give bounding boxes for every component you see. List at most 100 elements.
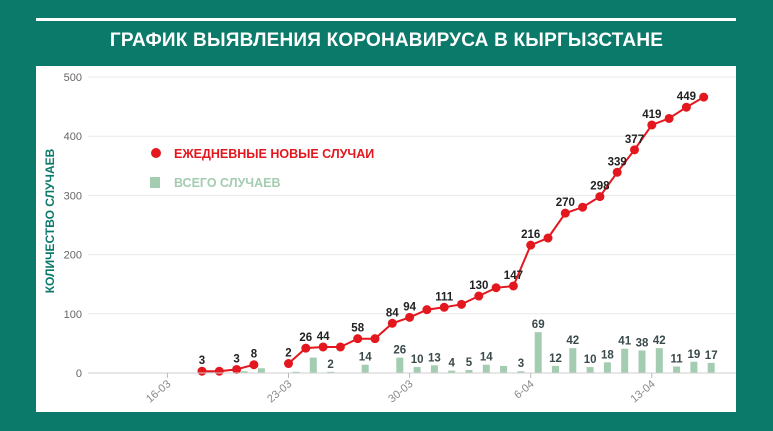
bar-data-label: 14 [359,352,372,364]
line-point [318,342,328,352]
bar [517,371,525,373]
line-point [595,192,605,202]
x-tick-label: 23-03 [265,378,294,405]
y-tick-label: 0 [76,368,82,380]
line-point [249,360,259,370]
bar-data-label: 3 [518,358,524,370]
bar-data-label: 19 [688,349,701,361]
line-data-label: 8 [251,349,258,361]
bar-data-label: 38 [636,338,649,350]
line-data-label: 2 [285,348,291,360]
line-data-label: 147 [504,270,523,282]
line-data-label: 58 [351,323,364,335]
bar-data-label: 13 [428,352,441,364]
line-data-label: 449 [677,91,696,103]
y-tick-label: 100 [64,309,82,321]
line-point [214,366,224,376]
line-point [526,240,536,250]
title-rule [36,18,736,21]
line-data-label: 419 [642,109,661,121]
bar-data-label: 42 [653,335,666,347]
bar [707,362,715,373]
gridlines [88,76,736,374]
bar [621,348,629,373]
chart-title: ГРАФИК ВЫЯВЛЕНИЯ КОРОНАВИРУСА В КЫРГЫЗСТ… [109,30,664,51]
bar-series [206,332,715,373]
line-data-label: 84 [386,307,399,319]
line-point [681,102,691,112]
bar [603,362,611,373]
bar-data-label: 26 [393,345,406,357]
line-data-label: 94 [403,301,416,313]
bar [430,365,438,373]
bar-data-label: 14 [480,352,493,364]
bar-data-label: 12 [549,353,562,365]
line-data-label: 44 [317,331,330,343]
line-data-label: 270 [556,197,575,209]
line-point [439,302,449,312]
line-point [353,334,363,344]
bar [257,368,265,373]
line-data-label: 377 [625,134,644,146]
y-tick-label: 300 [64,190,82,202]
line-point [543,233,553,243]
bar-data-label: 10 [411,354,424,366]
bar [690,361,698,373]
y-tick-label: 400 [64,131,82,143]
line-point [370,334,380,344]
bar [396,357,404,373]
bar [413,367,421,373]
line-point [284,359,293,369]
line-point [508,281,518,291]
line-point [612,167,622,177]
line-point [664,113,674,123]
line-point [232,364,242,374]
line-point [491,283,501,293]
y-tick-label: 500 [64,72,82,84]
line-point [387,318,397,328]
bar-data-label: 17 [705,350,718,362]
x-tick-label: 30-03 [386,378,415,405]
bar [552,365,559,373]
bar [534,332,542,373]
y-tick-label: 200 [64,250,82,262]
bar [482,364,490,373]
line-point [699,92,709,102]
bar-data-label: 18 [601,349,614,361]
line-data-label: 3 [233,353,239,365]
bar-data-label: 2 [327,359,333,371]
bar-data-label: 4 [448,358,455,370]
bar [327,371,335,373]
bar [465,370,473,373]
line-point [422,305,432,315]
bar [586,367,594,373]
bar-data-label: 69 [532,319,545,331]
line-data-label: 298 [590,181,610,193]
bar-data-label: 5 [466,357,473,369]
plot-panel: 3 3 8 2 26 44 58 84 94 111 130 147 216 270 298 339 377 41… [36,66,736,412]
line-data-label: 26 [299,332,312,344]
bar [361,364,369,373]
legend: ЕЖЕДНЕВНЫЕ НОВЫЕ СЛУЧАИ ВСЕГО СЛУЧАЕВ [150,147,374,190]
bar [655,348,663,373]
line-data-label: 216 [521,229,540,241]
line-point [578,202,588,212]
bar [638,350,646,373]
line-point [457,299,466,309]
bar [240,371,248,373]
line-point [630,145,639,155]
line-point [335,342,345,352]
bar [500,365,508,373]
bar [292,371,300,373]
x-tick-label: 6-04 [512,378,537,401]
line-point [197,366,207,376]
line-point [474,291,484,301]
legend-bar-label: ВСЕГО СЛУЧАЕВ [174,176,280,190]
x-tick-label: 13-04 [628,378,657,405]
bar-data-label: 11 [671,353,684,365]
legend-line-marker [151,148,161,158]
line-point [301,343,311,353]
bar-data-label: 10 [584,354,597,366]
